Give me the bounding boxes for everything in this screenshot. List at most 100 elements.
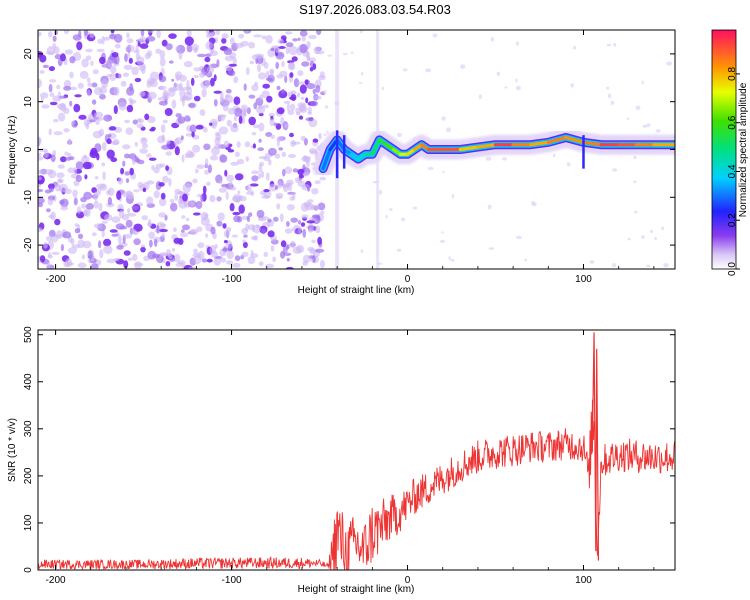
noise-blob — [141, 215, 149, 221]
noise-blob — [95, 119, 100, 126]
noise-blob — [308, 34, 317, 40]
noise-blob — [54, 218, 61, 226]
noise-blob — [64, 151, 69, 156]
noise-blob — [315, 84, 321, 93]
noise-blob — [215, 196, 223, 202]
noise-blob — [188, 151, 195, 158]
noise-blob — [119, 225, 128, 230]
noise-blob — [43, 241, 48, 249]
noise-blob — [284, 228, 293, 234]
x-tick-label: -200 — [46, 274, 66, 285]
noise-blob — [270, 134, 275, 140]
noise-blob — [232, 57, 237, 66]
noise-blob — [85, 55, 92, 61]
noise-blob — [227, 149, 235, 153]
noise-blob — [181, 86, 191, 91]
noise-blob — [215, 30, 221, 36]
snr-panel: -200 -100 0 100 0 100 200 300 400 500 Height of … — [7, 326, 676, 595]
noise-blob — [272, 256, 277, 263]
noise-blob — [236, 158, 245, 165]
noise-blob — [127, 213, 137, 217]
noise-blob — [161, 144, 171, 150]
colorbar-label: Normalized spectral amplitude — [738, 82, 749, 217]
noise-blob — [180, 232, 189, 238]
noise-blob — [263, 104, 270, 109]
noise-blob — [258, 261, 264, 267]
noise-blob — [123, 260, 129, 269]
noise-blob — [159, 252, 168, 257]
noise-blob — [57, 178, 64, 184]
noise-blob — [38, 137, 41, 147]
noise-blob — [171, 78, 175, 82]
snr-series — [38, 332, 675, 570]
noise-blob — [72, 34, 82, 41]
noise-blob — [38, 188, 44, 193]
noise-blob — [448, 256, 451, 261]
noise-blob — [232, 262, 241, 268]
noise-blob — [118, 101, 127, 111]
noise-blob — [202, 126, 208, 133]
noise-blob — [160, 124, 166, 134]
noise-blob — [290, 217, 299, 223]
noise-blob — [125, 44, 135, 53]
noise-blob — [188, 201, 196, 207]
noise-blob — [260, 171, 265, 178]
noise-blob — [305, 97, 309, 104]
noise-blob — [245, 191, 254, 195]
noise-blob — [276, 85, 281, 91]
noise-blob — [126, 104, 134, 113]
noise-blob — [263, 62, 269, 69]
noise-blob — [297, 70, 304, 77]
noise-blob — [74, 223, 80, 228]
noise-blob — [320, 210, 325, 215]
noise-blob — [114, 43, 121, 49]
noise-blob — [147, 222, 153, 227]
spectrogram-signal-track — [313, 127, 675, 179]
noise-blob — [161, 233, 166, 239]
noise-blob — [192, 144, 201, 153]
noise-blob — [133, 49, 140, 54]
noise-blob — [251, 132, 257, 136]
noise-blob — [168, 60, 174, 64]
noise-blob — [97, 38, 103, 44]
noise-blob — [181, 154, 185, 163]
noise-blob — [114, 55, 120, 65]
noise-blob — [226, 119, 232, 127]
noise-blob — [101, 78, 109, 88]
noise-blob — [199, 72, 205, 78]
noise-blob — [146, 50, 153, 57]
noise-blob — [43, 150, 49, 159]
noise-blob — [123, 64, 133, 70]
noise-blob — [123, 234, 133, 239]
noise-blob — [238, 33, 245, 39]
noise-blob — [412, 206, 418, 210]
noise-blob — [87, 82, 93, 87]
noise-blob — [278, 147, 284, 151]
noise-blob — [165, 151, 172, 156]
noise-blob — [82, 161, 92, 170]
noise-blob — [293, 224, 300, 229]
noise-blob — [71, 120, 76, 126]
noise-blob — [92, 130, 103, 139]
noise-blob — [38, 152, 42, 157]
noise-blob — [81, 254, 86, 260]
noise-blob — [197, 53, 207, 58]
noise-blob — [77, 233, 84, 239]
noise-blob — [204, 80, 211, 87]
noise-blob — [180, 135, 184, 141]
noise-blob — [44, 169, 54, 175]
colorbar: 0.0 0.2 0.4 0.6 0.8 Normalized spectral ampl… — [711, 29, 749, 276]
noise-blob — [46, 208, 51, 213]
noise-blob — [281, 60, 285, 68]
noise-blob — [302, 228, 307, 238]
signal-segment — [370, 138, 381, 156]
noise-blob — [81, 58, 89, 68]
noise-blob — [74, 228, 81, 234]
noise-blob — [635, 105, 641, 111]
noise-blob — [263, 251, 269, 257]
noise-blob — [128, 97, 133, 102]
noise-blob — [79, 70, 89, 79]
noise-blob — [178, 50, 183, 60]
noise-blob — [66, 262, 75, 266]
noise-blob — [60, 205, 68, 211]
